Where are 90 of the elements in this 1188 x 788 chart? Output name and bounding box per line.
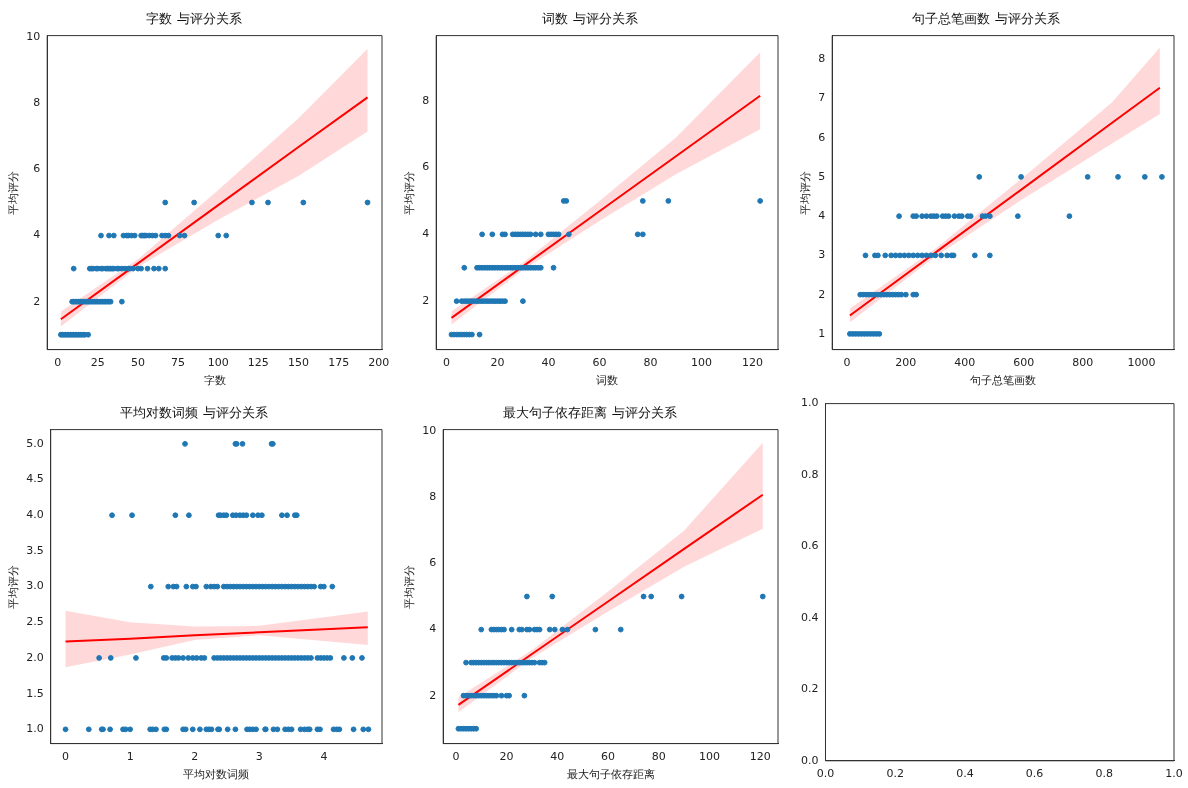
x-tick-label: 0 [62,750,70,764]
y-tick-label: 6 [33,162,41,176]
x-tick-label: 800 [1072,356,1094,370]
y-tick-label: 3 [818,248,826,262]
x-tick-label: 200 [895,356,917,370]
x-tick-label: 120 [749,750,771,764]
x-tick-label: 150 [288,356,309,370]
x-tick-label: 60 [601,750,616,764]
y-tick-label: 0.8 [800,467,819,481]
x-tick-label: 1000 [1127,356,1156,370]
y-tick-label: 7 [818,91,826,105]
x-tick-label: 0.8 [1095,767,1114,781]
y-tick-label: 2.0 [26,650,44,664]
x-tick-label: 40 [541,356,556,370]
y-tick-label: 4.0 [26,508,44,522]
x-tick-label: 75 [171,356,186,370]
y-tick-label: 2.5 [26,615,44,629]
x-tick-label: 3 [255,750,263,764]
chart-title: 句子总笔画数 与评分关系 [912,11,1060,27]
y-tick-label: 0.2 [800,682,819,696]
y-tick-label: 2 [818,287,826,301]
y-axis-title: 平均评分 [403,564,417,609]
x-tick-label: 200 [368,356,390,370]
x-tick-label: 20 [499,750,514,764]
y-tick-label: 0.4 [800,610,819,624]
y-tick-label: 2 [422,294,430,308]
x-tick-label: 120 [741,356,763,370]
y-tick-label: 1.5 [26,686,44,700]
chart-title: 词数 与评分关系 [542,11,638,27]
x-tick-label: 400 [954,356,976,370]
x-tick-label: 175 [328,356,350,370]
x-tick-label: 0.2 [886,767,904,781]
x-tick-label: 0 [452,750,460,764]
x-tick-label: 60 [592,356,607,370]
y-axis-title: 平均评分 [7,170,21,215]
x-tick-label: 0.6 [1025,767,1044,781]
y-tick-label: 4 [33,228,41,242]
y-tick-label: 3.0 [26,579,44,593]
x-tick-label: 0 [54,356,62,370]
x-axis-title: 字数 [203,374,226,388]
x-tick-label: 2 [191,750,199,764]
y-axis-title: 平均评分 [7,564,21,609]
y-tick-label: 1.0 [800,396,819,410]
y-tick-label: 5 [818,169,826,183]
y-tick-label: 8 [429,490,437,504]
x-axis-title: 词数 [596,374,619,388]
y-tick-label: 8 [422,93,430,107]
y-tick-label: 8 [818,52,826,66]
y-axis-title: 平均评分 [799,170,813,215]
x-tick-label: 600 [1013,356,1035,370]
x-tick-label: 1.0 [1165,767,1183,781]
chart-title: 字数 与评分关系 [146,11,242,27]
x-tick-label: 100 [690,356,712,370]
x-tick-label: 80 [643,356,658,370]
y-axis-title: 平均评分 [403,170,417,215]
y-tick-label: 4 [818,209,826,223]
y-tick-label: 10 [422,424,437,438]
y-tick-label: 2 [429,688,437,702]
y-tick-label: 4.5 [26,472,44,486]
x-tick-label: 0.4 [956,767,974,781]
y-tick-label: 4 [429,622,437,636]
y-tick-label: 1.0 [26,722,44,736]
y-tick-label: 4 [422,227,430,241]
x-tick-label: 0 [843,356,851,370]
x-tick-label: 80 [651,750,666,764]
y-tick-label: 2 [33,294,41,308]
x-axis-title: 句子总笔画数 [970,374,1037,388]
chart-title: 最大句子依存距离 与评分关系 [503,405,677,421]
x-tick-label: 40 [550,750,565,764]
y-tick-label: 3.5 [26,543,44,557]
y-tick-label: 1 [818,326,826,340]
x-tick-label: 0 [442,356,450,370]
x-tick-label: 1 [126,750,134,764]
y-tick-label: 6 [429,556,437,570]
y-tick-label: 0.6 [800,539,819,553]
x-tick-label: 125 [247,356,269,370]
x-axis-title: 最大句子依存距离 [566,768,655,782]
x-tick-label: 25 [90,356,105,370]
y-tick-label: 6 [818,130,826,144]
x-tick-label: 20 [490,356,505,370]
y-tick-label: 8 [33,96,41,110]
y-tick-label: 5.0 [26,436,44,450]
x-tick-label: 4 [320,750,328,764]
x-tick-label: 100 [207,356,229,370]
x-axis-title: 平均对数词频 [183,768,250,782]
y-tick-label: 6 [422,160,430,174]
chart-title: 平均对数词频 与评分关系 [120,405,268,421]
y-tick-label: 10 [26,30,41,44]
x-tick-label: 50 [130,356,145,370]
x-tick-label: 100 [699,750,721,764]
